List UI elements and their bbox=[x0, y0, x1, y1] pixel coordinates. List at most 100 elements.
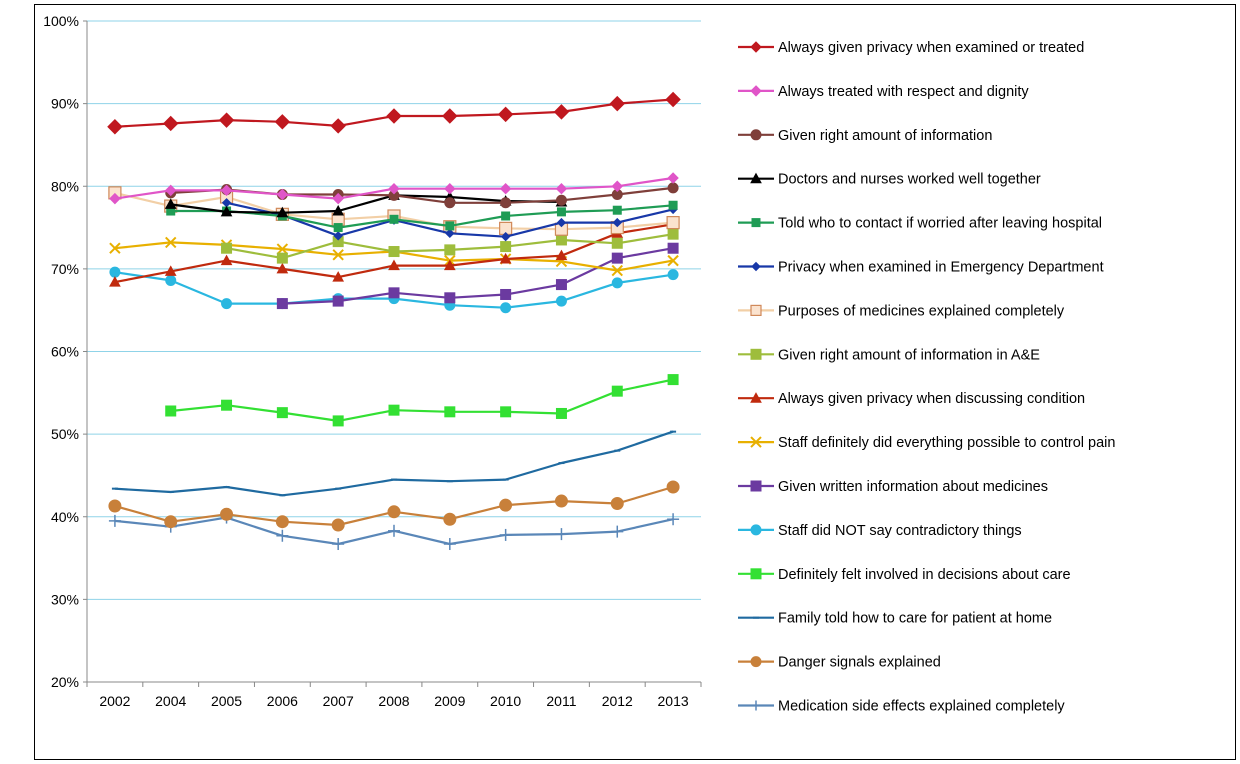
x-tick-label: 2009 bbox=[434, 693, 465, 709]
data-point bbox=[274, 114, 291, 130]
data-point bbox=[555, 234, 567, 246]
data-point bbox=[667, 172, 679, 184]
data-point bbox=[332, 415, 344, 427]
series-line bbox=[282, 247, 674, 305]
data-point bbox=[500, 241, 512, 253]
legend-label: Doctors and nurses worked well together bbox=[778, 172, 1041, 188]
legend-entry: Always treated with respect and dignity bbox=[738, 84, 1029, 100]
series-2 bbox=[109, 172, 679, 205]
data-point bbox=[163, 115, 179, 132]
data-point bbox=[611, 252, 623, 264]
data-point bbox=[164, 515, 178, 529]
data-point bbox=[555, 279, 567, 291]
data-point bbox=[556, 207, 566, 217]
data-point bbox=[165, 236, 177, 249]
data-point bbox=[556, 217, 567, 228]
data-point bbox=[555, 407, 567, 419]
x-tick-label: 2006 bbox=[267, 693, 298, 709]
data-point bbox=[388, 404, 400, 416]
data-point bbox=[220, 184, 233, 197]
x-tick-label: 2002 bbox=[99, 693, 130, 709]
data-point bbox=[332, 205, 345, 216]
data-point bbox=[443, 512, 457, 526]
series-13 bbox=[165, 374, 679, 427]
data-point bbox=[611, 180, 623, 192]
x-tick-label: 2004 bbox=[155, 693, 186, 709]
data-point bbox=[276, 188, 289, 201]
series-line bbox=[170, 204, 674, 229]
legend-marker bbox=[750, 129, 762, 141]
data-point bbox=[499, 252, 512, 264]
data-point bbox=[445, 228, 455, 239]
legend-marker bbox=[750, 304, 762, 316]
series-line bbox=[170, 194, 562, 214]
data-point bbox=[611, 385, 623, 397]
data-point bbox=[220, 205, 233, 217]
series-15 bbox=[108, 480, 680, 532]
legend-label: Always given privacy when examined or tr… bbox=[778, 40, 1084, 56]
data-point bbox=[665, 91, 681, 108]
y-tick-label: 40% bbox=[51, 509, 79, 525]
data-point bbox=[611, 237, 623, 249]
series-1 bbox=[107, 91, 681, 135]
data-point bbox=[444, 406, 456, 418]
data-point bbox=[388, 183, 400, 195]
legend-entry: Always given privacy when examined or tr… bbox=[738, 40, 1084, 56]
x-tick-label: 2011 bbox=[546, 693, 576, 709]
legend-marker bbox=[751, 261, 761, 272]
legend-marker bbox=[750, 524, 762, 536]
x-tick-label: 2008 bbox=[378, 693, 409, 709]
data-point bbox=[276, 262, 289, 274]
y-tick-label: 30% bbox=[51, 591, 79, 607]
legend-marker bbox=[750, 348, 762, 360]
legend-entry: Privacy when examined in Emergency Depar… bbox=[738, 260, 1104, 276]
legend-entry: Danger signals explained bbox=[738, 655, 941, 671]
data-point bbox=[667, 374, 679, 386]
data-point bbox=[165, 405, 177, 417]
legend-label: Always given privacy when discussing con… bbox=[778, 391, 1085, 407]
data-point bbox=[499, 183, 512, 195]
legend-label: Always treated with respect and dignity bbox=[778, 84, 1029, 100]
legend-entry: Given right amount of information bbox=[738, 128, 992, 144]
legend-label: Purposes of medicines explained complete… bbox=[778, 303, 1065, 319]
data-point bbox=[554, 494, 568, 508]
data-point bbox=[612, 205, 622, 215]
data-point bbox=[667, 182, 679, 194]
data-point bbox=[388, 259, 400, 271]
data-point bbox=[386, 108, 402, 124]
legend-entry: Staff definitely did everything possible… bbox=[738, 435, 1115, 451]
data-point bbox=[555, 183, 568, 195]
legend-label: Told who to contact if worried after lea… bbox=[778, 216, 1102, 232]
data-point bbox=[610, 497, 624, 511]
data-point bbox=[443, 538, 456, 551]
data-point bbox=[331, 518, 345, 532]
data-point bbox=[109, 242, 121, 254]
data-point bbox=[444, 197, 456, 209]
legend-entry: Given right amount of information in A&E bbox=[738, 347, 1040, 363]
data-point bbox=[109, 276, 121, 287]
y-tick-label: 90% bbox=[51, 96, 79, 112]
data-point bbox=[444, 292, 456, 304]
data-point bbox=[275, 515, 289, 529]
legend-marker bbox=[750, 480, 762, 492]
data-point bbox=[611, 264, 623, 277]
data-point bbox=[555, 528, 568, 541]
legend-entry: Family told how to care for patient at h… bbox=[738, 611, 1052, 627]
legend-label: Staff definitely did everything possible… bbox=[778, 435, 1115, 451]
data-point bbox=[221, 399, 233, 411]
x-tick-label: 2005 bbox=[211, 693, 242, 709]
data-point bbox=[667, 269, 679, 281]
x-tick-label: 2012 bbox=[602, 693, 633, 709]
legend-marker bbox=[750, 392, 762, 403]
series-16 bbox=[108, 511, 680, 551]
data-point bbox=[667, 513, 680, 526]
legend-entry: Doctors and nurses worked well together bbox=[738, 172, 1041, 188]
data-point bbox=[332, 295, 344, 307]
data-point bbox=[165, 274, 177, 286]
data-point bbox=[501, 211, 511, 221]
data-point bbox=[668, 200, 678, 210]
data-point bbox=[109, 266, 121, 278]
y-tick-label: 100% bbox=[43, 13, 79, 29]
data-point bbox=[218, 112, 235, 128]
data-point bbox=[499, 498, 513, 512]
